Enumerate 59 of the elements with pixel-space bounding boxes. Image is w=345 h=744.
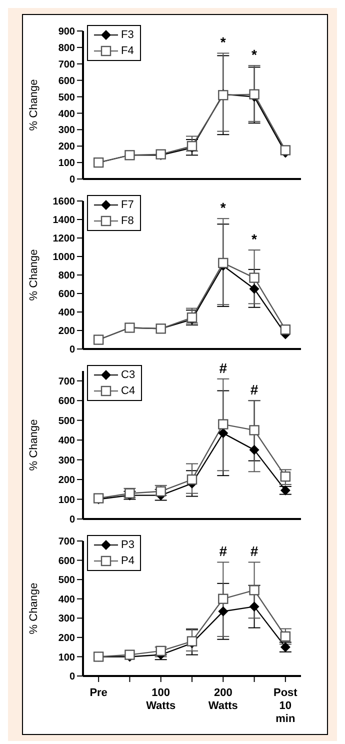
y-tick-label: 100 [58, 494, 76, 506]
annotation: # [250, 382, 258, 398]
y-tick-label: 700 [58, 376, 76, 388]
annotation: * [220, 200, 226, 216]
y-tick-label: 600 [58, 396, 76, 408]
y-tick-label: 600 [58, 289, 76, 300]
y-tick-label: 500 [58, 575, 76, 586]
legend-label: F8 [121, 215, 134, 227]
y-tick-label: 400 [58, 594, 76, 606]
y-tick-label: 700 [58, 59, 76, 70]
y-tick-label: 100 [58, 652, 76, 664]
y-tick-label: 200 [58, 475, 76, 486]
y-tick-label: 0 [69, 672, 76, 683]
y-tick-label: 0 [69, 174, 76, 186]
y-tick-label: 600 [58, 556, 76, 567]
y-tick-label: 800 [58, 270, 76, 282]
y-tick-label: 1200 [52, 234, 76, 245]
y-tick-label: 200 [58, 632, 76, 644]
y-tick-label: 600 [58, 76, 76, 87]
y-tick-label: 700 [58, 536, 76, 548]
y-axis-title: % Change [28, 582, 40, 634]
legend-label: C3 [121, 369, 136, 381]
annotation: * [220, 34, 226, 50]
y-tick-label: 300 [58, 125, 76, 136]
y-tick-label: 500 [58, 92, 76, 104]
y-tick-label: 1400 [52, 215, 76, 226]
y-tick-label: 100 [58, 158, 76, 170]
x-tick-label: Pre [90, 687, 108, 699]
y-tick-label: 0 [69, 344, 76, 356]
y-tick-label: 800 [58, 42, 76, 54]
y-axis-title: % Change [28, 419, 40, 471]
x-tick-label: 100 Watts [146, 687, 176, 712]
y-tick-label: 200 [58, 326, 76, 338]
y-tick-label: 1600 [52, 196, 76, 208]
annotation: # [250, 543, 258, 560]
x-tick-label: Post 10 min [274, 687, 298, 725]
legend-label: F7 [121, 199, 134, 211]
legend-label: F4 [121, 45, 134, 57]
legend-label: P3 [121, 539, 134, 551]
y-tick-label: 400 [58, 436, 76, 447]
annotation: # [219, 543, 228, 560]
y-tick-label: 500 [58, 416, 76, 427]
y-tick-label: 300 [58, 455, 76, 466]
annotation: # [219, 360, 228, 376]
y-tick-label: 200 [58, 142, 76, 153]
legend-label: F3 [121, 29, 134, 41]
annotation: * [252, 231, 258, 248]
y-axis-title: % Change [28, 79, 40, 131]
x-tick-label: 200 Watts [208, 687, 238, 712]
y-tick-label: 300 [58, 614, 76, 625]
legend-label: P4 [121, 555, 134, 567]
y-axis-title: % Change [28, 249, 40, 301]
y-tick-label: 400 [58, 308, 76, 319]
y-tick-label: 0 [69, 514, 76, 526]
y-tick-label: 400 [58, 108, 76, 120]
annotation: * [252, 46, 258, 63]
y-tick-label: 900 [58, 26, 76, 38]
y-tick-label: 1000 [52, 252, 76, 264]
legend-label: C4 [121, 385, 136, 397]
